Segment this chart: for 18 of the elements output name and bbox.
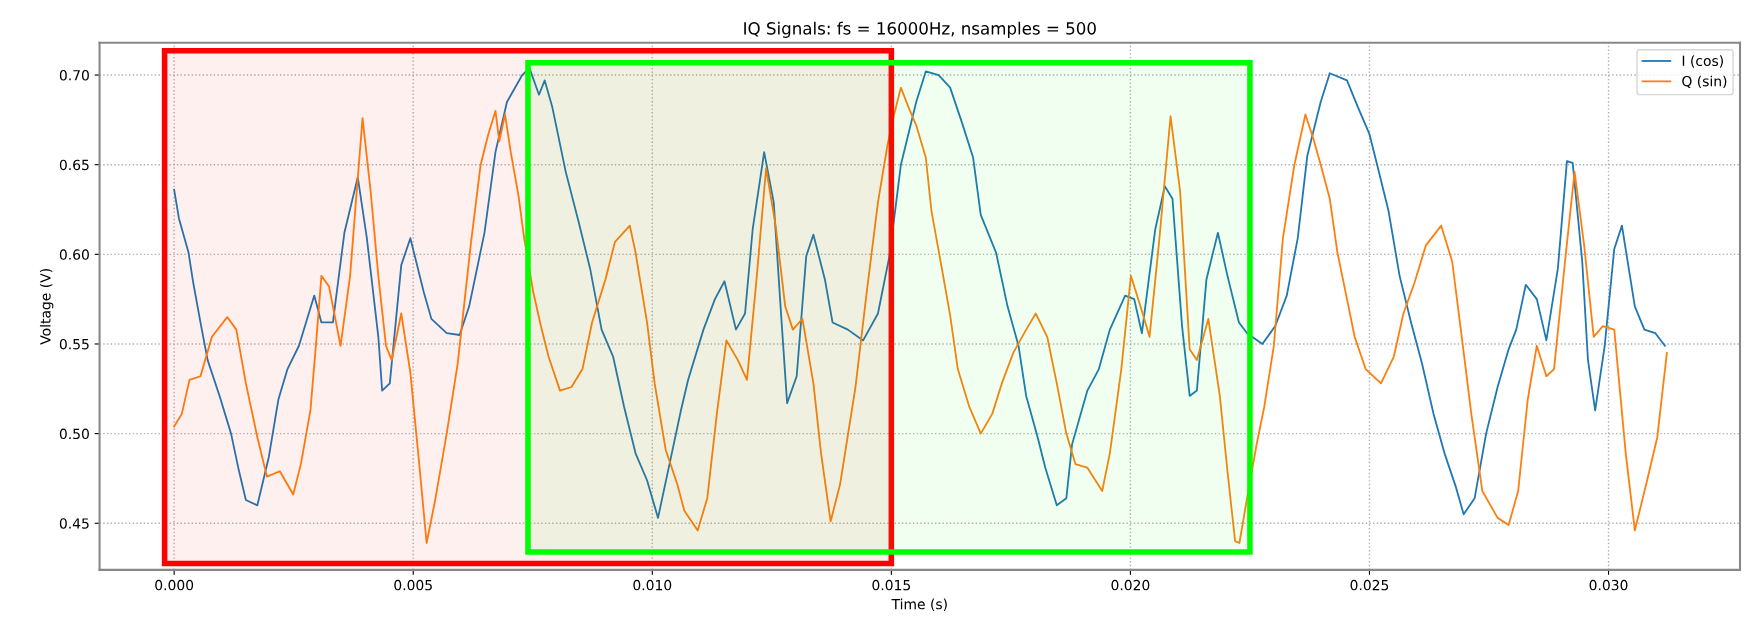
x-tick-label: 0.030 bbox=[1589, 579, 1628, 591]
y-tick-label: 0.45 bbox=[59, 518, 89, 529]
y-tick-label: 0.55 bbox=[59, 338, 89, 350]
y-tick-label: 0.60 bbox=[59, 249, 89, 260]
x-tick-label: 0.015 bbox=[872, 579, 911, 591]
y-tick-label: 0.65 bbox=[59, 159, 89, 171]
legend-label: Q (sin) bbox=[1682, 75, 1727, 89]
y-tick-label: 0.70 bbox=[59, 70, 89, 81]
x-tick-label: 0.025 bbox=[1350, 579, 1389, 591]
legend-label: I (cos) bbox=[1682, 55, 1723, 68]
x-axis-title: Time (s) bbox=[891, 598, 947, 611]
x-tick-label: 0.010 bbox=[633, 579, 672, 591]
x-tick-label: 0.000 bbox=[155, 579, 194, 591]
y-tick-label: 0.50 bbox=[59, 428, 89, 440]
x-tick-label: 0.005 bbox=[394, 579, 432, 591]
x-tick-label: 0.020 bbox=[1111, 579, 1150, 591]
chart-title: IQ Signals: fs = 16000Hz, nsamples = 500 bbox=[744, 21, 1096, 38]
y-axis-title: Voltage (V) bbox=[39, 269, 54, 345]
